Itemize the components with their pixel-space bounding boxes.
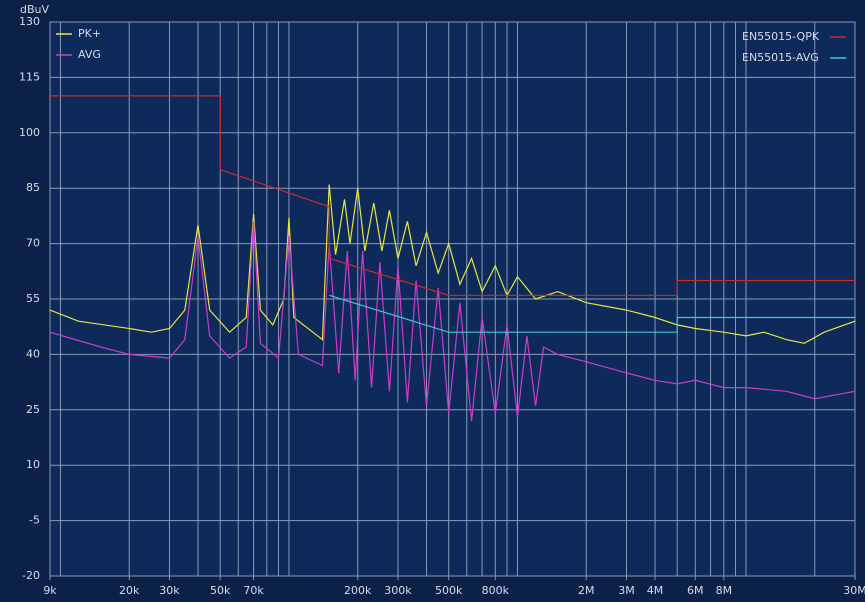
x-tick-label: 4M (647, 584, 664, 597)
y-tick-label: 70 (26, 237, 40, 250)
y-tick-label: -5 (29, 514, 40, 527)
legend-label: AVG (78, 48, 101, 61)
x-tick-label: 500k (435, 584, 463, 597)
x-tick-label: 2M (578, 584, 595, 597)
y-tick-label: 55 (26, 292, 40, 305)
legend-label: PK+ (78, 27, 101, 40)
x-tick-label: 3M (618, 584, 635, 597)
series-line (49, 184, 856, 344)
x-tick-label: 8M (716, 584, 733, 597)
y-tick-label: 25 (26, 403, 40, 416)
legend-label: EN55015-AVG (742, 51, 819, 64)
x-tick-label: 50k (210, 584, 231, 597)
x-tick-label: 6M (687, 584, 704, 597)
series-line (49, 221, 856, 421)
x-tick-label: 9k (43, 584, 57, 597)
x-tick-label: 300k (384, 584, 412, 597)
y-tick-label: -20 (22, 569, 40, 582)
x-tick-label: 20k (119, 584, 140, 597)
y-tick-label: 10 (26, 458, 40, 471)
x-tick-label: 200k (344, 584, 372, 597)
x-tick-label: 30k (159, 584, 180, 597)
y-axis-label: dBuV (20, 3, 50, 16)
y-tick-label: 130 (19, 15, 40, 28)
series-line (329, 294, 855, 333)
y-tick-label: 85 (26, 181, 40, 194)
series-line (50, 95, 855, 296)
legend-label: EN55015-QPK (742, 30, 820, 43)
x-tick-label: 70k (243, 584, 264, 597)
y-tick-label: 40 (26, 347, 40, 360)
y-tick-label: 115 (19, 70, 40, 83)
x-tick-label: 800k (482, 584, 510, 597)
y-tick-label: 100 (19, 126, 40, 139)
x-tick-label: 30M (843, 584, 865, 597)
